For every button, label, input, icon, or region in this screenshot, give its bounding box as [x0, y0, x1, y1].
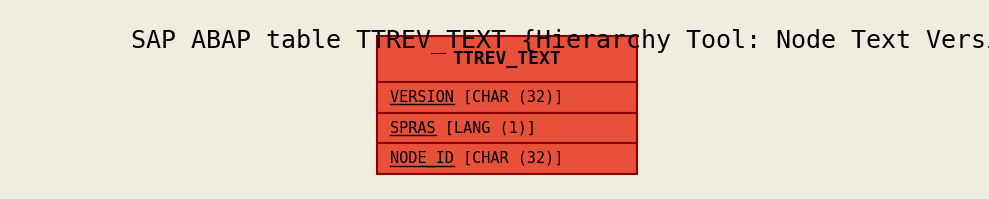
FancyBboxPatch shape — [377, 113, 637, 143]
Text: NODE_ID [CHAR (32)]: NODE_ID [CHAR (32)] — [391, 151, 564, 167]
Text: TTREV_TEXT: TTREV_TEXT — [453, 50, 561, 68]
Text: SPRAS [LANG (1)]: SPRAS [LANG (1)] — [391, 121, 536, 136]
FancyBboxPatch shape — [377, 82, 637, 113]
Text: VERSION [CHAR (32)]: VERSION [CHAR (32)] — [391, 90, 564, 105]
FancyBboxPatch shape — [377, 143, 637, 174]
Text: SAP ABAP table TTREV_TEXT {Hierarchy Tool: Node Text Versioning}: SAP ABAP table TTREV_TEXT {Hierarchy Too… — [132, 28, 989, 54]
FancyBboxPatch shape — [377, 36, 637, 82]
